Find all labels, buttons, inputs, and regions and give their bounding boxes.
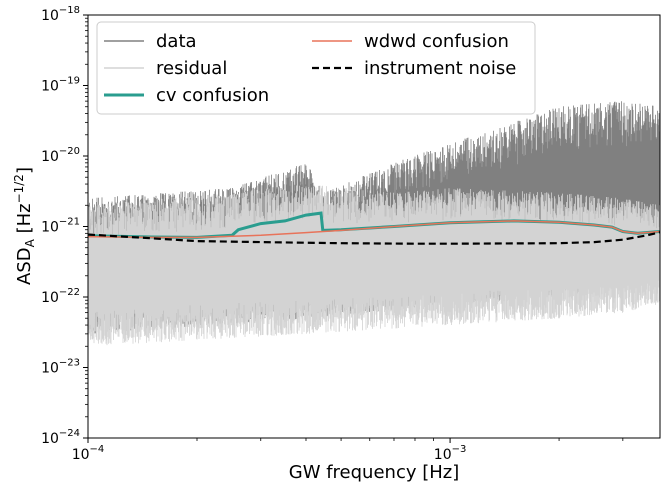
series-residual	[88, 185, 660, 346]
y-tick-label: 10−18	[41, 5, 80, 24]
y-axis-label: ASDA [Hz−1/2]	[12, 167, 37, 285]
series-residual-trace	[88, 185, 660, 346]
y-tick-label: 10−19	[41, 76, 80, 95]
legend-label-cv-confusion: cv confusion	[156, 85, 269, 106]
legend-label-wdwd-confusion: wdwd confusion	[364, 31, 509, 52]
y-tick-label: 10−22	[41, 287, 80, 306]
x-tick-label: 10−4	[72, 444, 105, 463]
x-axis-label: GW frequency [Hz]	[289, 462, 460, 483]
legend-label-data: data	[156, 31, 197, 52]
legend-label-residual: residual	[156, 58, 227, 79]
legend-label-instrument-noise: instrument noise	[364, 58, 516, 79]
plot-series-layer	[88, 101, 660, 346]
y-tick-label: 10−24	[41, 428, 80, 447]
axes-layer: 10−24 10−23 10−22 10−21 10−20 10−19 10−18 10−4 1…	[41, 5, 624, 463]
y-tick-label: 10−21	[41, 217, 80, 236]
y-tick-label: 10−20	[41, 146, 80, 165]
series-wdwd-confusion-line	[88, 220, 660, 239]
y-tick-label: 10−23	[41, 358, 80, 377]
legend: data residual cv confusion wdwd confusion in…	[96, 21, 536, 115]
x-tick-label: 10−3	[434, 444, 467, 463]
